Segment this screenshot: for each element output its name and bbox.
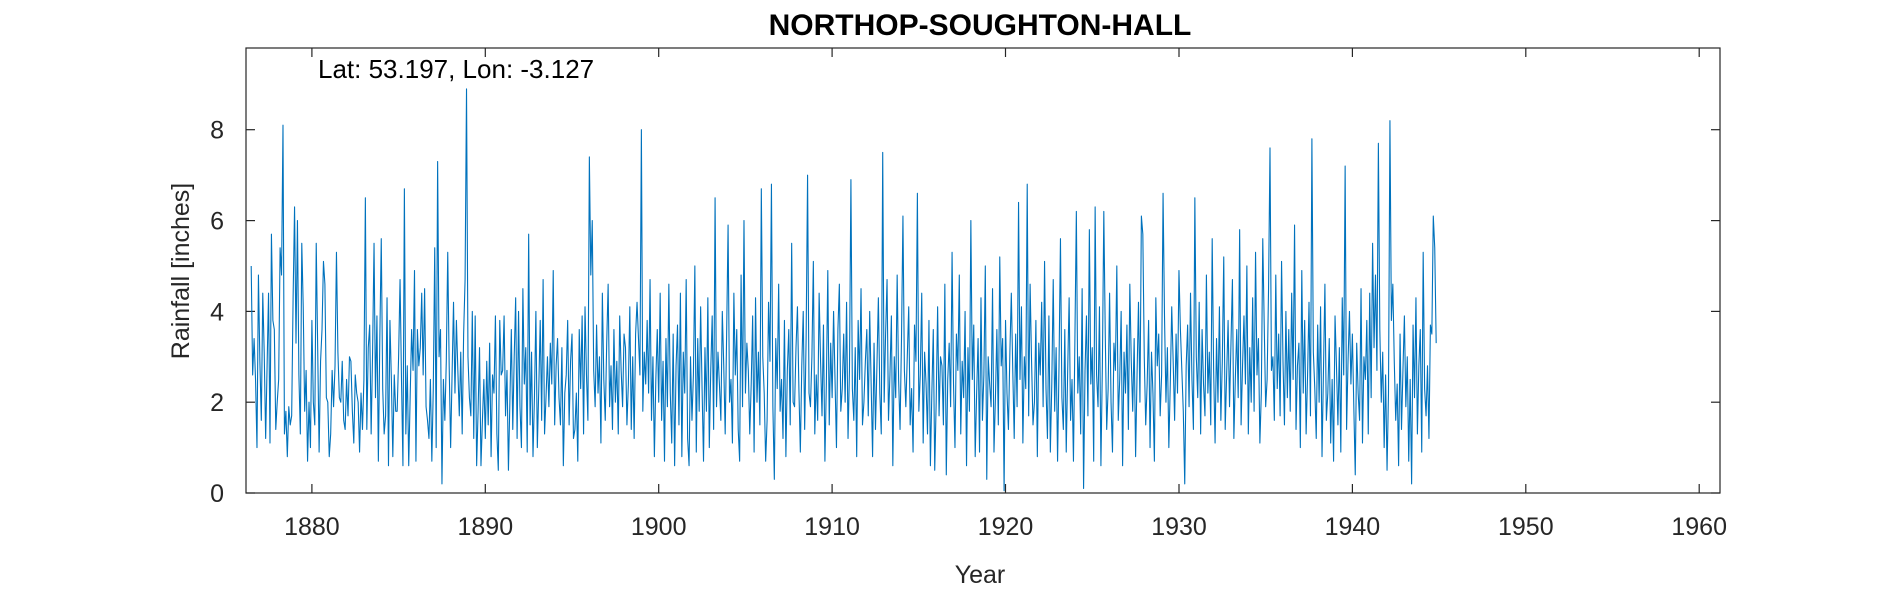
x-tick-label: 1960 <box>1671 513 1727 541</box>
y-axis-label: Rainfall [inches] <box>167 183 195 359</box>
axis-tick-labels: 1880 1890 1900 1910 1920 1930 1940 1950 1960 0 2 4 6… <box>210 117 1727 541</box>
y-tick-label: 2 <box>210 389 224 417</box>
y-tick-label: 8 <box>210 117 224 145</box>
x-tick-label: 1880 <box>284 513 340 541</box>
x-tick-label: 1890 <box>457 513 513 541</box>
series-layer <box>250 88 1437 492</box>
x-tick-label: 1900 <box>631 513 687 541</box>
x-tick-label: 1950 <box>1498 513 1554 541</box>
x-tick-label: 1940 <box>1325 513 1381 541</box>
x-tick-label: 1930 <box>1151 513 1207 541</box>
x-tick-label: 1910 <box>804 513 860 541</box>
y-tick-label: 0 <box>210 480 224 508</box>
x-axis-label: Year <box>955 561 1006 589</box>
series-line-0 <box>250 88 1437 492</box>
y-tick-label: 6 <box>210 208 224 236</box>
chart-title: NORTHOP-SOUGHTON-HALL <box>769 9 1192 42</box>
axis-ticks <box>246 48 1720 494</box>
location-annotation: Lat: 53.197, Lon: -3.127 <box>318 54 594 84</box>
y-tick-label: 4 <box>210 298 224 326</box>
x-tick-label: 1920 <box>978 513 1034 541</box>
